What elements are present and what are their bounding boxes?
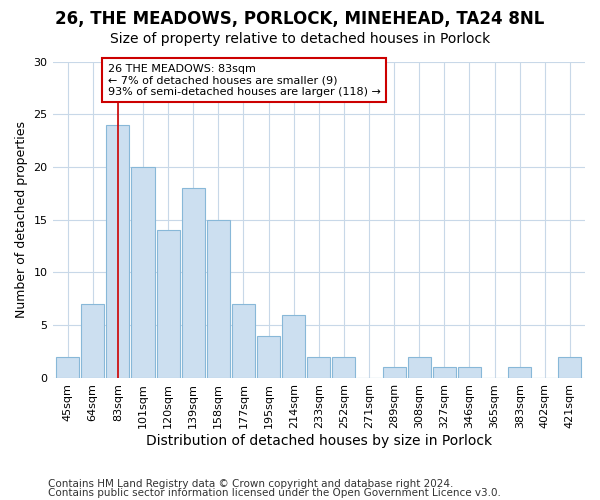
Bar [332,357,355,378]
Bar [559,357,581,378]
Bar [81,304,104,378]
Bar [257,336,280,378]
Bar [508,368,531,378]
Bar [458,368,481,378]
Text: Size of property relative to detached houses in Porlock: Size of property relative to detached ho… [110,32,490,46]
Text: Contains public sector information licensed under the Open Government Licence v3: Contains public sector information licen… [48,488,501,498]
Text: 26, THE MEADOWS, PORLOCK, MINEHEAD, TA24 8NL: 26, THE MEADOWS, PORLOCK, MINEHEAD, TA24… [55,10,545,28]
Text: 26 THE MEADOWS: 83sqm
← 7% of detached houses are smaller (9)
93% of semi-detach: 26 THE MEADOWS: 83sqm ← 7% of detached h… [108,64,380,97]
Bar [56,357,79,378]
X-axis label: Distribution of detached houses by size in Porlock: Distribution of detached houses by size … [146,434,492,448]
Bar [131,167,155,378]
Bar [182,188,205,378]
Bar [307,357,331,378]
Bar [106,125,130,378]
Bar [407,357,431,378]
Bar [383,368,406,378]
Y-axis label: Number of detached properties: Number of detached properties [15,121,28,318]
Bar [433,368,456,378]
Bar [157,230,179,378]
Text: Contains HM Land Registry data © Crown copyright and database right 2024.: Contains HM Land Registry data © Crown c… [48,479,454,489]
Bar [282,314,305,378]
Bar [232,304,255,378]
Bar [207,220,230,378]
